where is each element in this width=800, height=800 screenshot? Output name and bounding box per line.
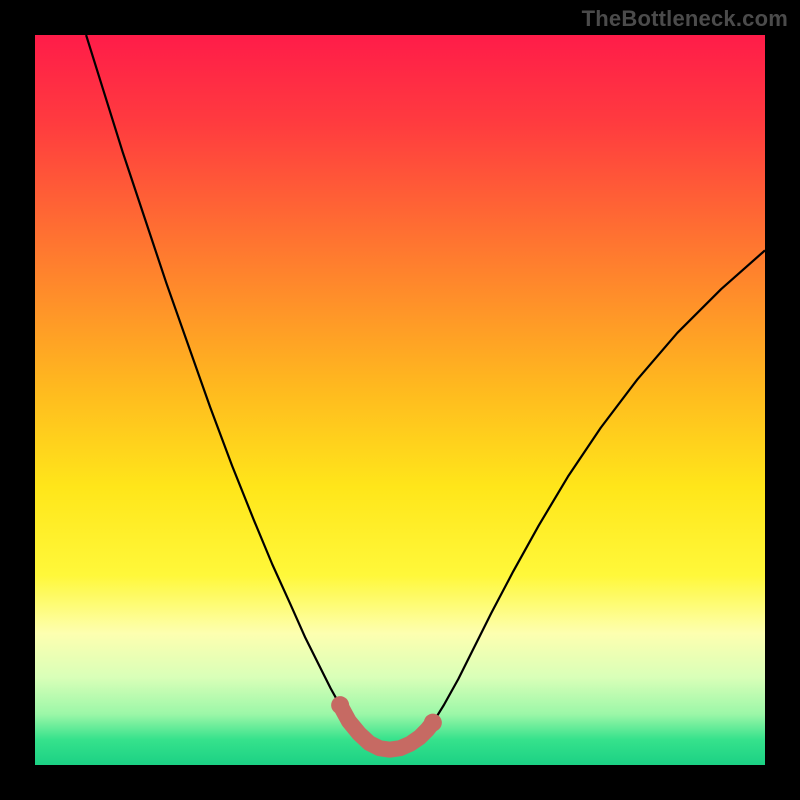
- trough-marker: [331, 696, 349, 714]
- gradient-background: [35, 35, 765, 765]
- plot-area: [35, 35, 765, 765]
- plot-svg: [35, 35, 765, 765]
- watermark-text: TheBottleneck.com: [582, 6, 788, 32]
- chart-container: TheBottleneck.com: [0, 0, 800, 800]
- trough-marker: [424, 714, 442, 732]
